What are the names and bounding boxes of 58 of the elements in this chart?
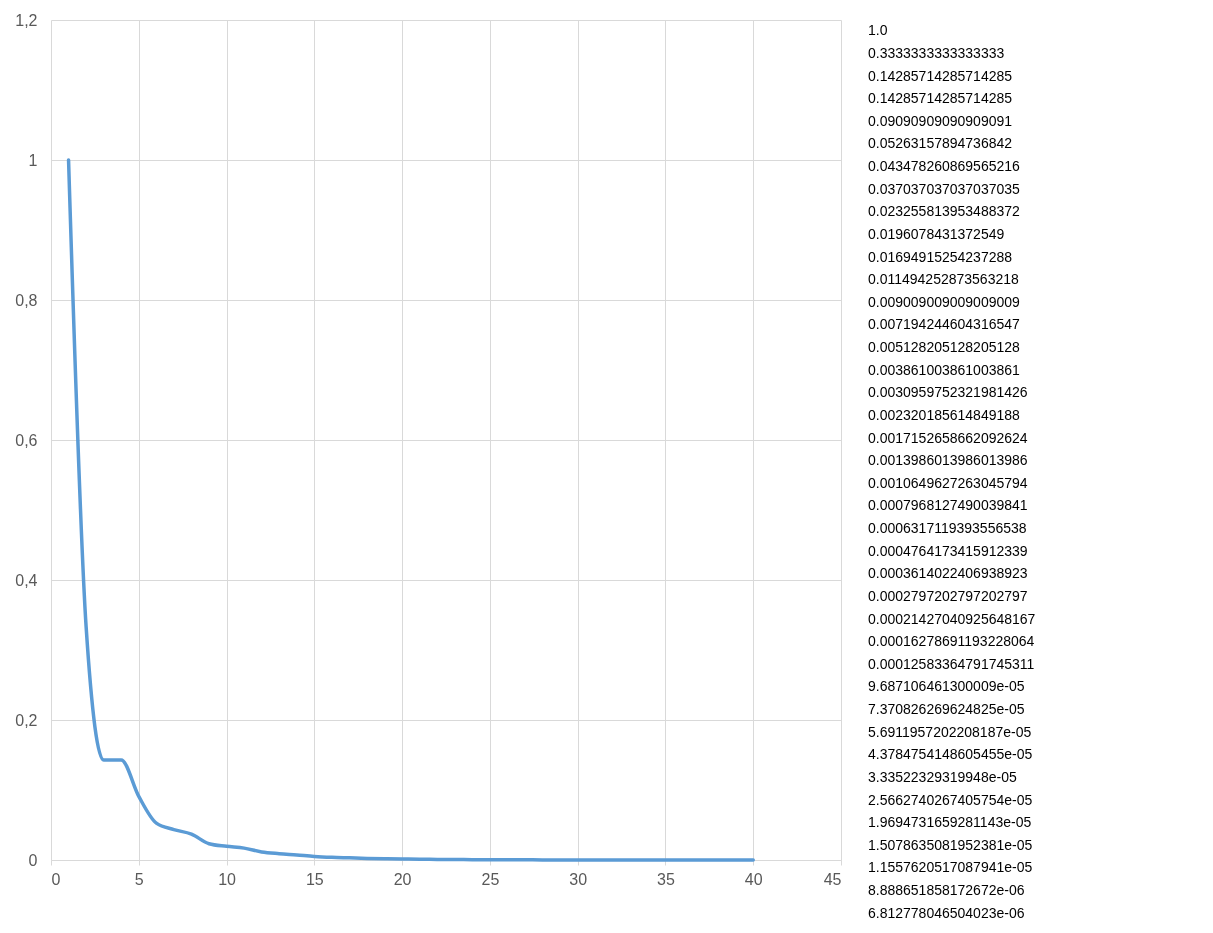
- text: 0.0007968127490039841: [868, 497, 1028, 514]
- text: 0.0017152658662092624: [868, 429, 1028, 446]
- text: 0.05263157894736842: [868, 135, 1013, 152]
- x-tick-label: 45: [823, 870, 842, 888]
- text: 4.3784754148605455e-05: [868, 746, 1033, 763]
- text: 0.007194244604316547: [868, 316, 1021, 333]
- text: 0.009009009009009009: [868, 293, 1021, 310]
- x-tick-label: 40: [744, 870, 763, 888]
- y-tick-label: 0,6: [15, 431, 38, 449]
- line-series: [66, 158, 755, 862]
- text: 1.9694731659281143e-05: [868, 814, 1032, 831]
- y-tick-label: 1: [28, 151, 38, 169]
- text: 0.01694915254237288: [868, 248, 1013, 265]
- text: 0.005128205128205128: [868, 339, 1021, 356]
- text: 0.037037037037037035: [868, 180, 1021, 197]
- text: 1.0: [868, 22, 888, 39]
- text: 6.812778046504023e-06: [868, 904, 1025, 921]
- text: 0.3333333333333333: [868, 44, 1005, 61]
- y-tick-label: 0,8: [15, 291, 38, 309]
- text: 0.0002797202797202797: [868, 587, 1028, 604]
- text: 0.00021427040925648167: [868, 610, 1036, 627]
- x-tick-label: 0: [51, 870, 61, 888]
- text: 3.33522329319948e-05: [868, 768, 1017, 785]
- text: 0.002320185614849188: [868, 406, 1021, 423]
- text: 5.6911957202208187e-05: [868, 723, 1032, 740]
- text: 0.0003614022406938923: [868, 565, 1028, 582]
- text: 9.687106461300009e-05: [868, 678, 1025, 695]
- text: 0.14285714285714285: [868, 67, 1013, 84]
- y-tick-label: 1,2: [15, 11, 38, 29]
- x-tick-label: 30: [569, 870, 588, 888]
- text: 0.0030959752321981426: [868, 384, 1028, 401]
- text: 0.043478260869565216: [868, 158, 1021, 175]
- text: 0.0196078431372549: [868, 225, 1005, 242]
- y-tick-label: 0,2: [15, 711, 38, 729]
- x-tick-label: 5: [134, 870, 144, 888]
- text: 0.0013986013986013986: [868, 452, 1028, 469]
- x-tick-label: 20: [393, 870, 412, 888]
- text: 0.14285714285714285: [868, 90, 1013, 107]
- x-tick-label: 25: [481, 870, 500, 888]
- text: 7.370826269624825e-05: [868, 701, 1025, 718]
- text: 0.011494252873563218: [868, 271, 1019, 288]
- text: 8.888651858172672e-06: [868, 882, 1025, 899]
- x-tick-label: 10: [218, 870, 237, 888]
- text: 0.09090909090909091: [868, 112, 1013, 129]
- y-tick-label: 0,4: [15, 571, 38, 589]
- text: 0.003861003861003861: [868, 361, 1021, 378]
- y-tick-label: 0: [28, 851, 38, 869]
- text: 1.1557620517087941e-05: [868, 859, 1033, 876]
- text: 0.0004764173415912339: [868, 542, 1028, 559]
- text: 0.023255813953488372: [868, 203, 1021, 220]
- x-tick-label: 35: [657, 870, 675, 888]
- text: 0.00012583364791745311: [868, 655, 1035, 672]
- text: 0.00016278691193228064: [868, 633, 1035, 650]
- text: 0.0010649627263045794: [868, 474, 1028, 491]
- text: 0.0006317119393556538: [868, 520, 1027, 537]
- text: 1.5078635081952381e-05: [868, 836, 1033, 853]
- text: 2.5662740267405754e-05: [868, 791, 1033, 808]
- x-tick-label: 15: [305, 870, 324, 888]
